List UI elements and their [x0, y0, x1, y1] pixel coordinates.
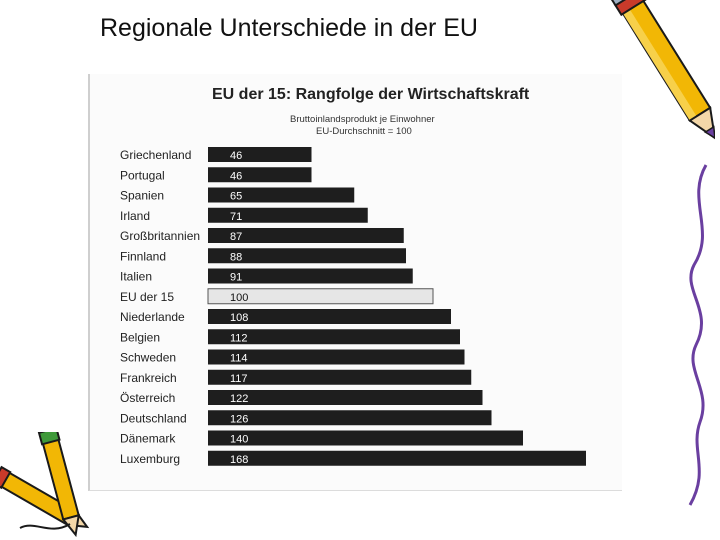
- category-label-finnland: Finnland: [120, 249, 166, 263]
- squiggle-line-icon: [688, 164, 708, 506]
- category-label-portugal: Portugal: [120, 168, 165, 182]
- value-label-eu-der-15: 100: [230, 292, 248, 304]
- category-label-niederlande: Niederlande: [120, 310, 185, 324]
- bar-griechenland: [208, 147, 312, 162]
- chart-title: EU der 15: Rangfolge der Wirtschaftskraf…: [212, 86, 530, 103]
- category-label-deutschland: Deutschland: [120, 411, 187, 425]
- pencil-icon: [610, 0, 715, 141]
- value-label-frankreich: 117: [230, 373, 248, 385]
- category-label-frankreich: Frankreich: [120, 371, 177, 385]
- value-label-finnland: 88: [230, 251, 242, 263]
- category-label-großbritannien: Großbritannien: [120, 229, 200, 243]
- bar-portugal: [208, 167, 312, 183]
- bar-finnland: [208, 248, 406, 264]
- category-label-schweden: Schweden: [120, 351, 176, 365]
- value-label-italien: 91: [230, 272, 242, 284]
- value-label-irland: 71: [230, 211, 242, 223]
- category-label-dänemark: Dänemark: [120, 432, 176, 446]
- value-label-österreich: 122: [230, 393, 248, 405]
- bar-irland: [208, 207, 368, 223]
- pencil-cluster-icon: [0, 432, 90, 538]
- bar-spanien: [208, 187, 355, 203]
- category-label-belgien: Belgien: [120, 330, 160, 344]
- bar-dänemark: [208, 430, 523, 446]
- value-label-niederlande: 108: [230, 312, 248, 324]
- category-label-österreich: Österreich: [120, 391, 175, 405]
- value-label-luxemburg: 168: [230, 454, 248, 466]
- chart-subtitle-line-1: Bruttoinlandsprodukt je Einwohner: [290, 114, 435, 125]
- bar-italien: [208, 268, 413, 284]
- value-label-griechenland: 46: [230, 150, 242, 162]
- bar-deutschland: [208, 410, 492, 426]
- bar-niederlande: [208, 309, 451, 324]
- category-label-luxemburg: Luxemburg: [120, 452, 180, 466]
- bar-belgien: [208, 329, 460, 345]
- bar-frankreich: [208, 369, 472, 385]
- value-label-großbritannien: 87: [230, 231, 242, 243]
- bar-schweden: [208, 349, 465, 365]
- slide-title: Regionale Unterschiede in der EU: [100, 14, 478, 42]
- category-label-spanien: Spanien: [120, 189, 164, 203]
- bar-österreich: [208, 390, 483, 405]
- value-label-deutschland: 126: [230, 413, 248, 425]
- value-label-belgien: 112: [230, 332, 248, 344]
- category-label-irland: Irland: [120, 209, 150, 223]
- category-label-eu-der-15: EU der 15: [120, 290, 174, 304]
- value-label-spanien: 65: [230, 191, 242, 203]
- value-label-schweden: 114: [230, 353, 248, 365]
- category-label-italien: Italien: [120, 270, 152, 284]
- bar-eu-der-15: [207, 288, 434, 305]
- value-label-dänemark: 140: [230, 434, 248, 446]
- chart-subtitle-line-2: EU-Durchschnitt = 100: [316, 126, 412, 137]
- category-label-griechenland: Griechenland: [120, 148, 191, 162]
- value-label-portugal: 46: [230, 170, 242, 182]
- bar-luxemburg: [208, 450, 586, 466]
- bar-großbritannien: [208, 228, 404, 243]
